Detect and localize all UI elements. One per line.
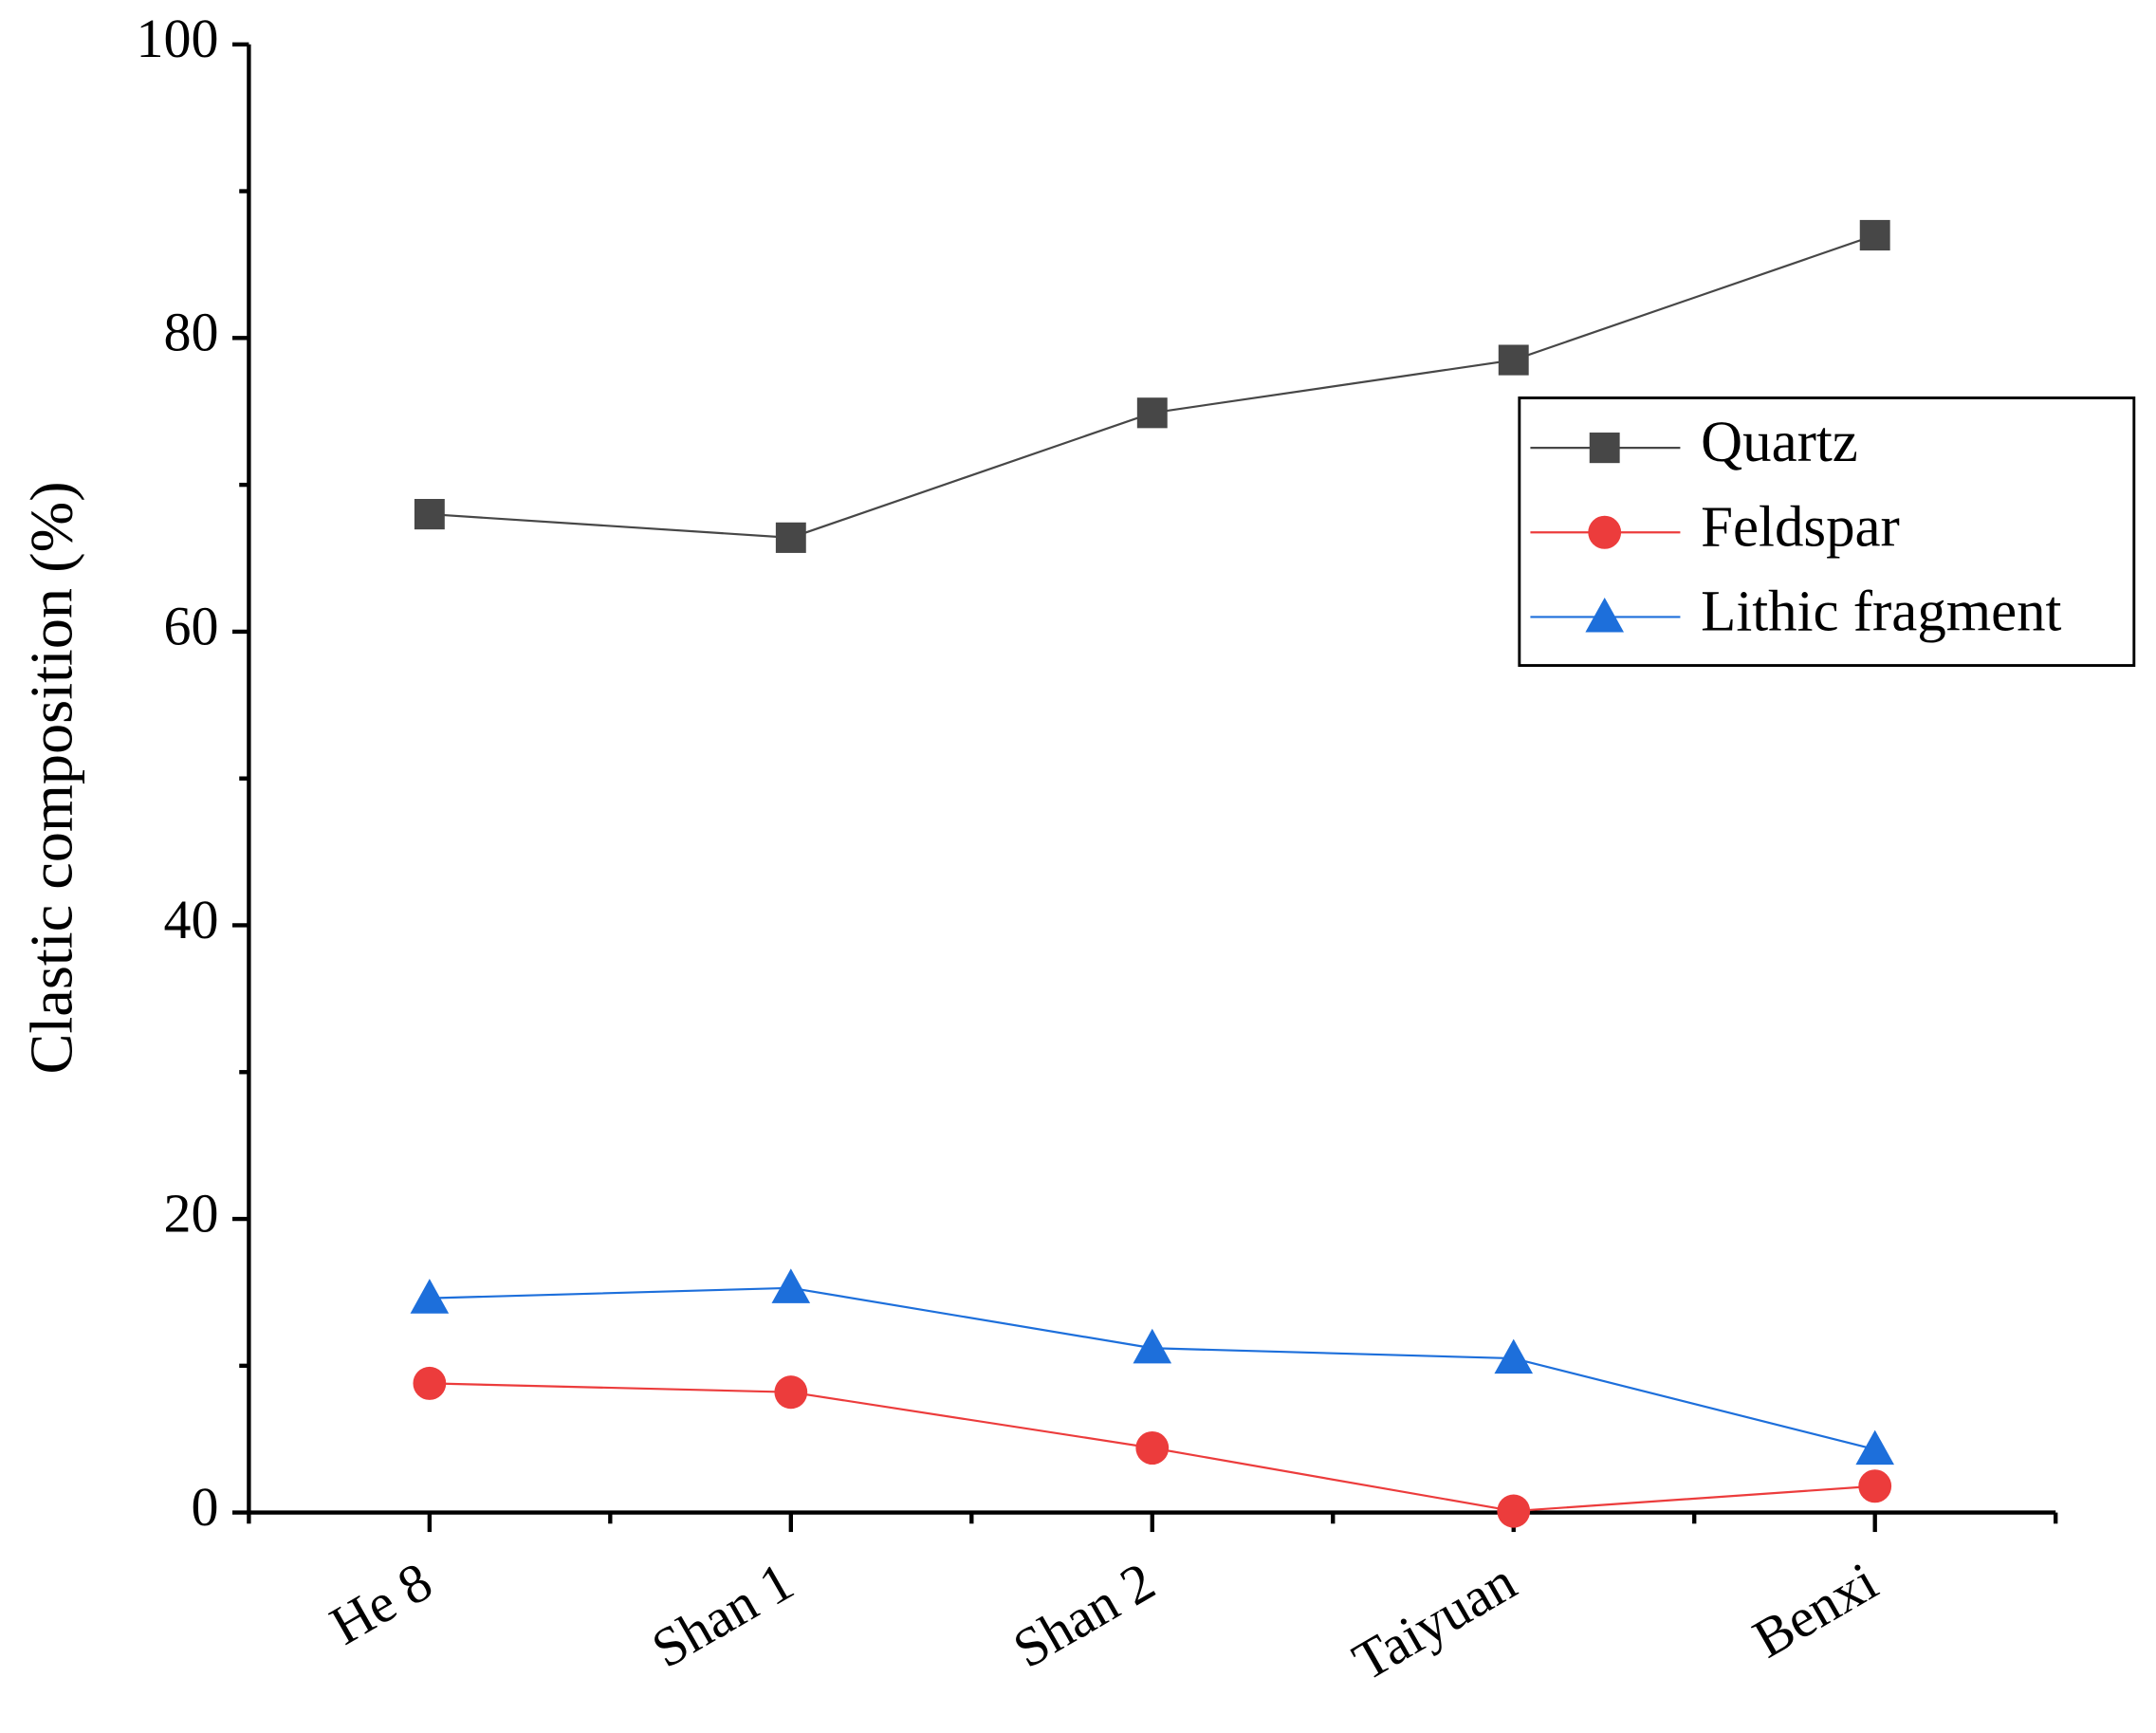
series-line — [429, 1286, 1875, 1451]
y-tick-label: 80 — [164, 302, 219, 363]
data-point — [1858, 1469, 1892, 1503]
data-point — [1494, 1338, 1534, 1374]
data-point — [1133, 1328, 1172, 1364]
legend-label: Feldspar — [1701, 495, 1900, 559]
data-point — [1859, 219, 1890, 251]
data-point — [774, 1375, 808, 1410]
y-tick-label: 60 — [164, 595, 219, 656]
x-tick-label: Benxi — [1743, 1550, 1888, 1669]
x-tick-label: He 8 — [320, 1550, 442, 1657]
y-tick-label: 0 — [191, 1476, 218, 1538]
y-tick-label: 40 — [164, 889, 219, 950]
data-point — [410, 1279, 450, 1314]
data-point — [413, 1366, 447, 1400]
y-tick-label: 20 — [164, 1182, 219, 1244]
legend-marker — [1589, 433, 1620, 464]
data-point — [1855, 1429, 1894, 1466]
legend-marker — [1585, 597, 1624, 633]
data-point — [1497, 1494, 1531, 1528]
data-point — [775, 522, 806, 553]
data-point — [1136, 397, 1168, 429]
legend-label: Quartz — [1701, 411, 1858, 474]
data-point — [1498, 344, 1529, 376]
data-point — [1135, 1430, 1170, 1466]
legend-marker — [1588, 515, 1622, 549]
x-tick-label: Shan 2 — [1003, 1550, 1164, 1680]
y-axis-label: Clastic composition (%) — [18, 481, 85, 1074]
x-tick-label: Shan 1 — [641, 1550, 802, 1680]
data-point — [414, 499, 445, 530]
data-point — [771, 1268, 811, 1303]
legend-label: Lithic fragment — [1701, 580, 2061, 643]
y-tick-label: 100 — [137, 8, 219, 69]
x-tick-label: Taiyuan — [1342, 1550, 1525, 1692]
